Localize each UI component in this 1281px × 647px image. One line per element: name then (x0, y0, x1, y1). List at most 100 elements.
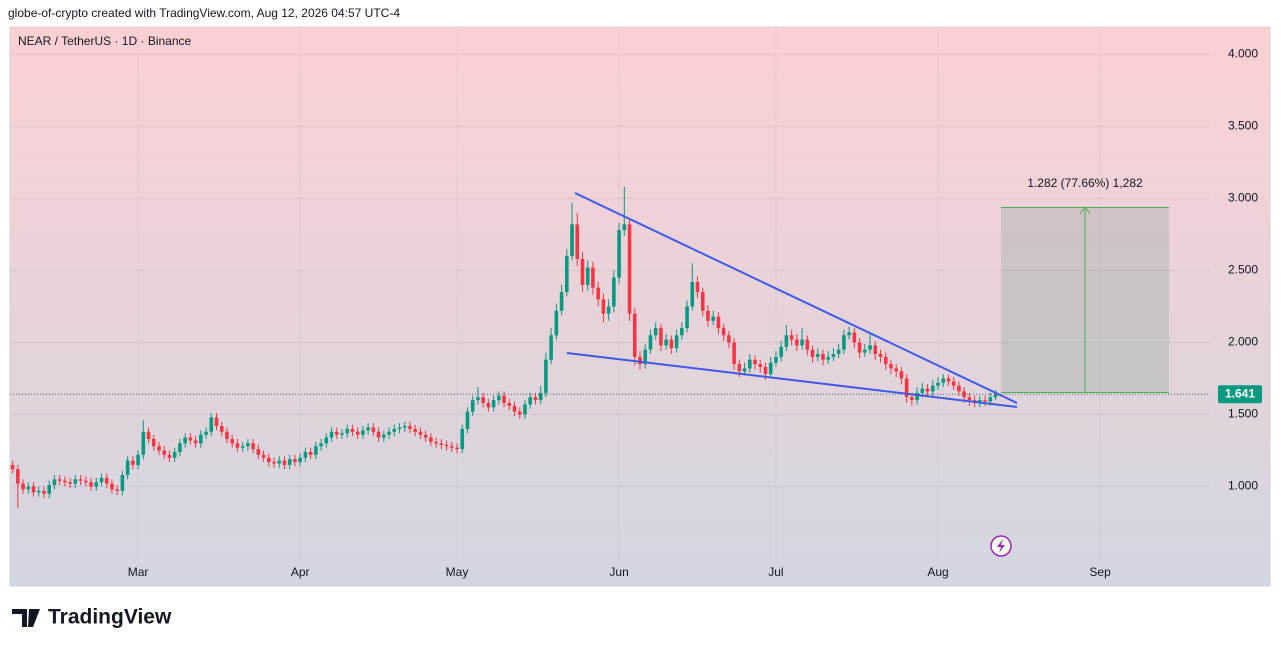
candle-body (957, 385, 961, 392)
candle-body (319, 443, 323, 447)
candle-body (455, 447, 459, 450)
candle-body (256, 449, 261, 455)
candle-body (225, 431, 229, 439)
candle-body (779, 346, 783, 357)
candle-body (946, 378, 951, 382)
y-tick-label: 1.500 (1228, 407, 1258, 421)
y-tick-label: 4.000 (1228, 47, 1258, 61)
candle-body (193, 440, 198, 444)
candle-body (141, 431, 146, 455)
candle-body (612, 277, 616, 307)
candle-body (444, 444, 449, 447)
candle-body (800, 339, 804, 346)
candle-body (350, 428, 355, 432)
candle-body (899, 371, 904, 379)
candle-body (371, 427, 376, 432)
candle-body (397, 427, 402, 429)
candle-body (392, 428, 397, 432)
candle-body (293, 459, 297, 463)
candle-body (747, 359, 752, 369)
candle-body (183, 437, 187, 444)
candle-body (648, 335, 653, 350)
candle-body (104, 477, 109, 484)
candle-body (878, 354, 883, 357)
candle-body (120, 475, 125, 491)
x-tick-label: Apr (291, 565, 310, 579)
candle-body (57, 479, 62, 481)
candle-body (842, 335, 846, 350)
candle-body (847, 332, 851, 336)
candle-body (204, 431, 208, 435)
candle-body (758, 364, 763, 367)
candle-body (439, 443, 444, 445)
candle-body (21, 483, 25, 490)
candle-body (549, 335, 553, 360)
chart-title: NEAR / TetherUS · 1D · Binance (18, 34, 192, 48)
candle-body (423, 434, 428, 438)
candle-body (63, 480, 67, 483)
candle-body (334, 431, 339, 435)
candle-body (632, 313, 637, 357)
candle-body (26, 486, 31, 490)
grid (10, 27, 1210, 560)
candle-body (162, 450, 167, 455)
y-tick-label: 1.000 (1228, 479, 1258, 493)
candle-body (863, 349, 867, 353)
candle-body (706, 310, 710, 321)
candle-body (282, 460, 287, 465)
candle-body (507, 402, 512, 406)
candle-body (413, 428, 417, 432)
header-text: globe-of-crypto created with TradingView… (8, 6, 400, 20)
candle-body (951, 381, 956, 386)
candle-body (727, 335, 731, 343)
candle-body (340, 433, 344, 435)
candle-body (538, 392, 543, 401)
candle-body (988, 397, 993, 402)
candle-body (16, 469, 20, 484)
candle-body (110, 483, 114, 490)
candle-body (52, 479, 57, 486)
x-tick-label: Jul (768, 565, 783, 579)
candle-body (711, 316, 715, 321)
chart-background (9, 26, 1271, 587)
candle-body (941, 378, 946, 383)
x-tick-label: Sep (1089, 565, 1111, 579)
candle-body (805, 339, 810, 350)
candle-body (491, 400, 496, 408)
brand-logo (12, 609, 40, 627)
candle-body (732, 342, 736, 365)
candle-body (653, 328, 658, 336)
candle-body (638, 356, 642, 365)
candle-body (920, 388, 925, 393)
candle-body (967, 397, 972, 401)
candle-body (544, 359, 548, 393)
candle-body (601, 299, 606, 314)
candle-body (387, 431, 391, 435)
candle-body (146, 431, 151, 439)
candle-body (742, 368, 747, 372)
candle-body (680, 328, 684, 336)
candle-body (476, 397, 480, 401)
candle-body (136, 454, 140, 465)
candle-body (685, 306, 689, 329)
candle-body (68, 482, 72, 484)
candle-body (889, 364, 893, 369)
candle-body (36, 490, 41, 493)
candle-body (314, 446, 318, 455)
x-tick-label: Mar (128, 565, 149, 579)
candle-body (570, 224, 574, 257)
candle-body (789, 335, 794, 340)
candle-body (89, 482, 93, 487)
candle-body (199, 434, 203, 444)
candle-body (868, 345, 872, 350)
candle-body (209, 417, 214, 432)
candle-body (94, 482, 99, 487)
candle-body (429, 437, 433, 442)
candle-body (659, 328, 663, 346)
candle-body (517, 411, 522, 415)
candle-body (585, 267, 590, 285)
candle-body (324, 437, 329, 444)
alert-bolt (997, 539, 1005, 553)
candle-body (481, 397, 485, 403)
